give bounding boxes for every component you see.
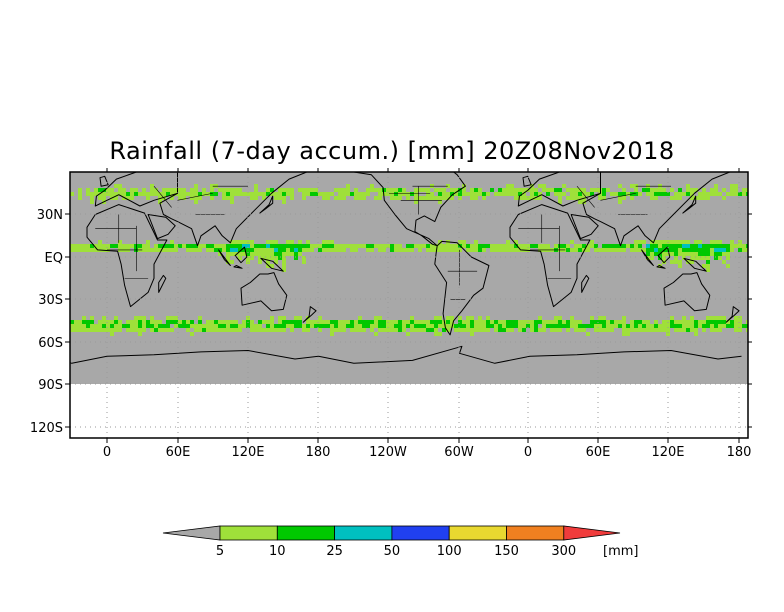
coastline-ngu xyxy=(260,257,284,272)
latitude-axis: 30N EQ 30S 60S 90S 120S xyxy=(30,208,752,436)
rainfall-field xyxy=(70,172,748,384)
coastline-namer xyxy=(0,155,42,246)
y-tick-label: EQ xyxy=(45,251,63,266)
x-tick-label: 0 xyxy=(103,445,111,460)
colorbar-unit: [mm] xyxy=(603,544,638,559)
coastline-indo2 xyxy=(656,265,666,269)
y-tick-label: 30N xyxy=(37,208,63,223)
colorbar-bin xyxy=(219,525,278,541)
colorbar-label: 10 xyxy=(269,544,286,559)
coastline-antarctica xyxy=(70,350,319,364)
coastline-madag xyxy=(158,274,167,293)
y-tick-label: 60S xyxy=(38,336,63,351)
x-tick-label: 60W xyxy=(444,445,474,460)
x-tick-label: 60E xyxy=(166,445,191,460)
coastline-uk xyxy=(99,175,109,187)
coastline-africa xyxy=(86,204,168,308)
coastline-nz xyxy=(302,306,317,323)
coastline-arabia xyxy=(570,214,599,240)
colorbar-label: 50 xyxy=(384,544,401,559)
coastline-antarctica xyxy=(318,345,742,364)
coastline-indo1 xyxy=(641,249,654,266)
coastline-asia xyxy=(582,172,731,247)
colorbar-label: 150 xyxy=(494,544,519,559)
gridlines xyxy=(70,172,748,438)
colorbar-bin xyxy=(391,525,450,541)
colorbar-over-triangle xyxy=(563,525,621,541)
coastline-greenland xyxy=(464,172,479,173)
coastline-greenland xyxy=(25,141,84,172)
coastline-nz xyxy=(725,306,740,323)
coastline-australia xyxy=(663,272,711,312)
colorbar-bin xyxy=(276,525,335,541)
colorbar-bin xyxy=(334,525,393,541)
coastline-samer xyxy=(434,240,490,336)
x-tick-label: 180 xyxy=(306,445,331,460)
coastline-indo2 xyxy=(233,265,243,269)
coastline-ngu xyxy=(683,257,707,272)
border-line xyxy=(177,192,213,201)
colorbar-label: 25 xyxy=(326,544,343,559)
coastline-uk xyxy=(522,175,532,187)
coastline-borneo xyxy=(657,246,671,264)
colorbar-bin xyxy=(448,525,507,541)
y-tick-label: 90S xyxy=(38,378,63,393)
border-line xyxy=(600,192,636,201)
colorbar-under-triangle xyxy=(162,525,221,541)
x-tick-label: 0 xyxy=(524,445,532,460)
coastline-europe xyxy=(517,172,601,207)
colorbar-label: 100 xyxy=(437,544,462,559)
x-tick-label: 120E xyxy=(231,445,264,460)
coastline-japan xyxy=(682,195,697,214)
coastlines xyxy=(0,141,742,364)
coastline-africa xyxy=(509,204,591,308)
x-tick-label: 60E xyxy=(586,445,611,460)
colorbar: 5 10 25 50 100 150 300 [mm] xyxy=(162,525,638,559)
border-line xyxy=(576,185,595,208)
y-tick-label: 30S xyxy=(38,293,63,308)
coastline-namer xyxy=(335,172,466,247)
coastline-madag xyxy=(581,274,590,293)
y-tick-label: 120S xyxy=(30,421,63,436)
longitude-axis: 0 60E 120E 180 120W 60W 0 60E 120E 180 xyxy=(103,168,752,460)
x-tick-label: 180 xyxy=(727,445,752,460)
map-title: Rainfall (7-day accum.) [mm] 20Z08Nov201… xyxy=(109,137,675,165)
map-empty-region xyxy=(70,384,748,438)
map-frame xyxy=(69,171,749,439)
colorbar-label: 300 xyxy=(551,544,576,559)
coastline-japan xyxy=(259,195,274,214)
x-tick-label: 120E xyxy=(651,445,684,460)
coastline-europe xyxy=(94,172,178,207)
x-tick-label: 120W xyxy=(369,445,407,460)
coastline-asia xyxy=(159,172,308,247)
colorbar-label: 5 xyxy=(216,544,224,559)
coastline-arabia xyxy=(147,214,176,240)
coastline-indo1 xyxy=(218,249,231,266)
colorbar-bin xyxy=(506,525,565,541)
border-line xyxy=(153,185,172,208)
coastline-borneo xyxy=(234,246,248,264)
coastline-australia xyxy=(240,272,288,312)
